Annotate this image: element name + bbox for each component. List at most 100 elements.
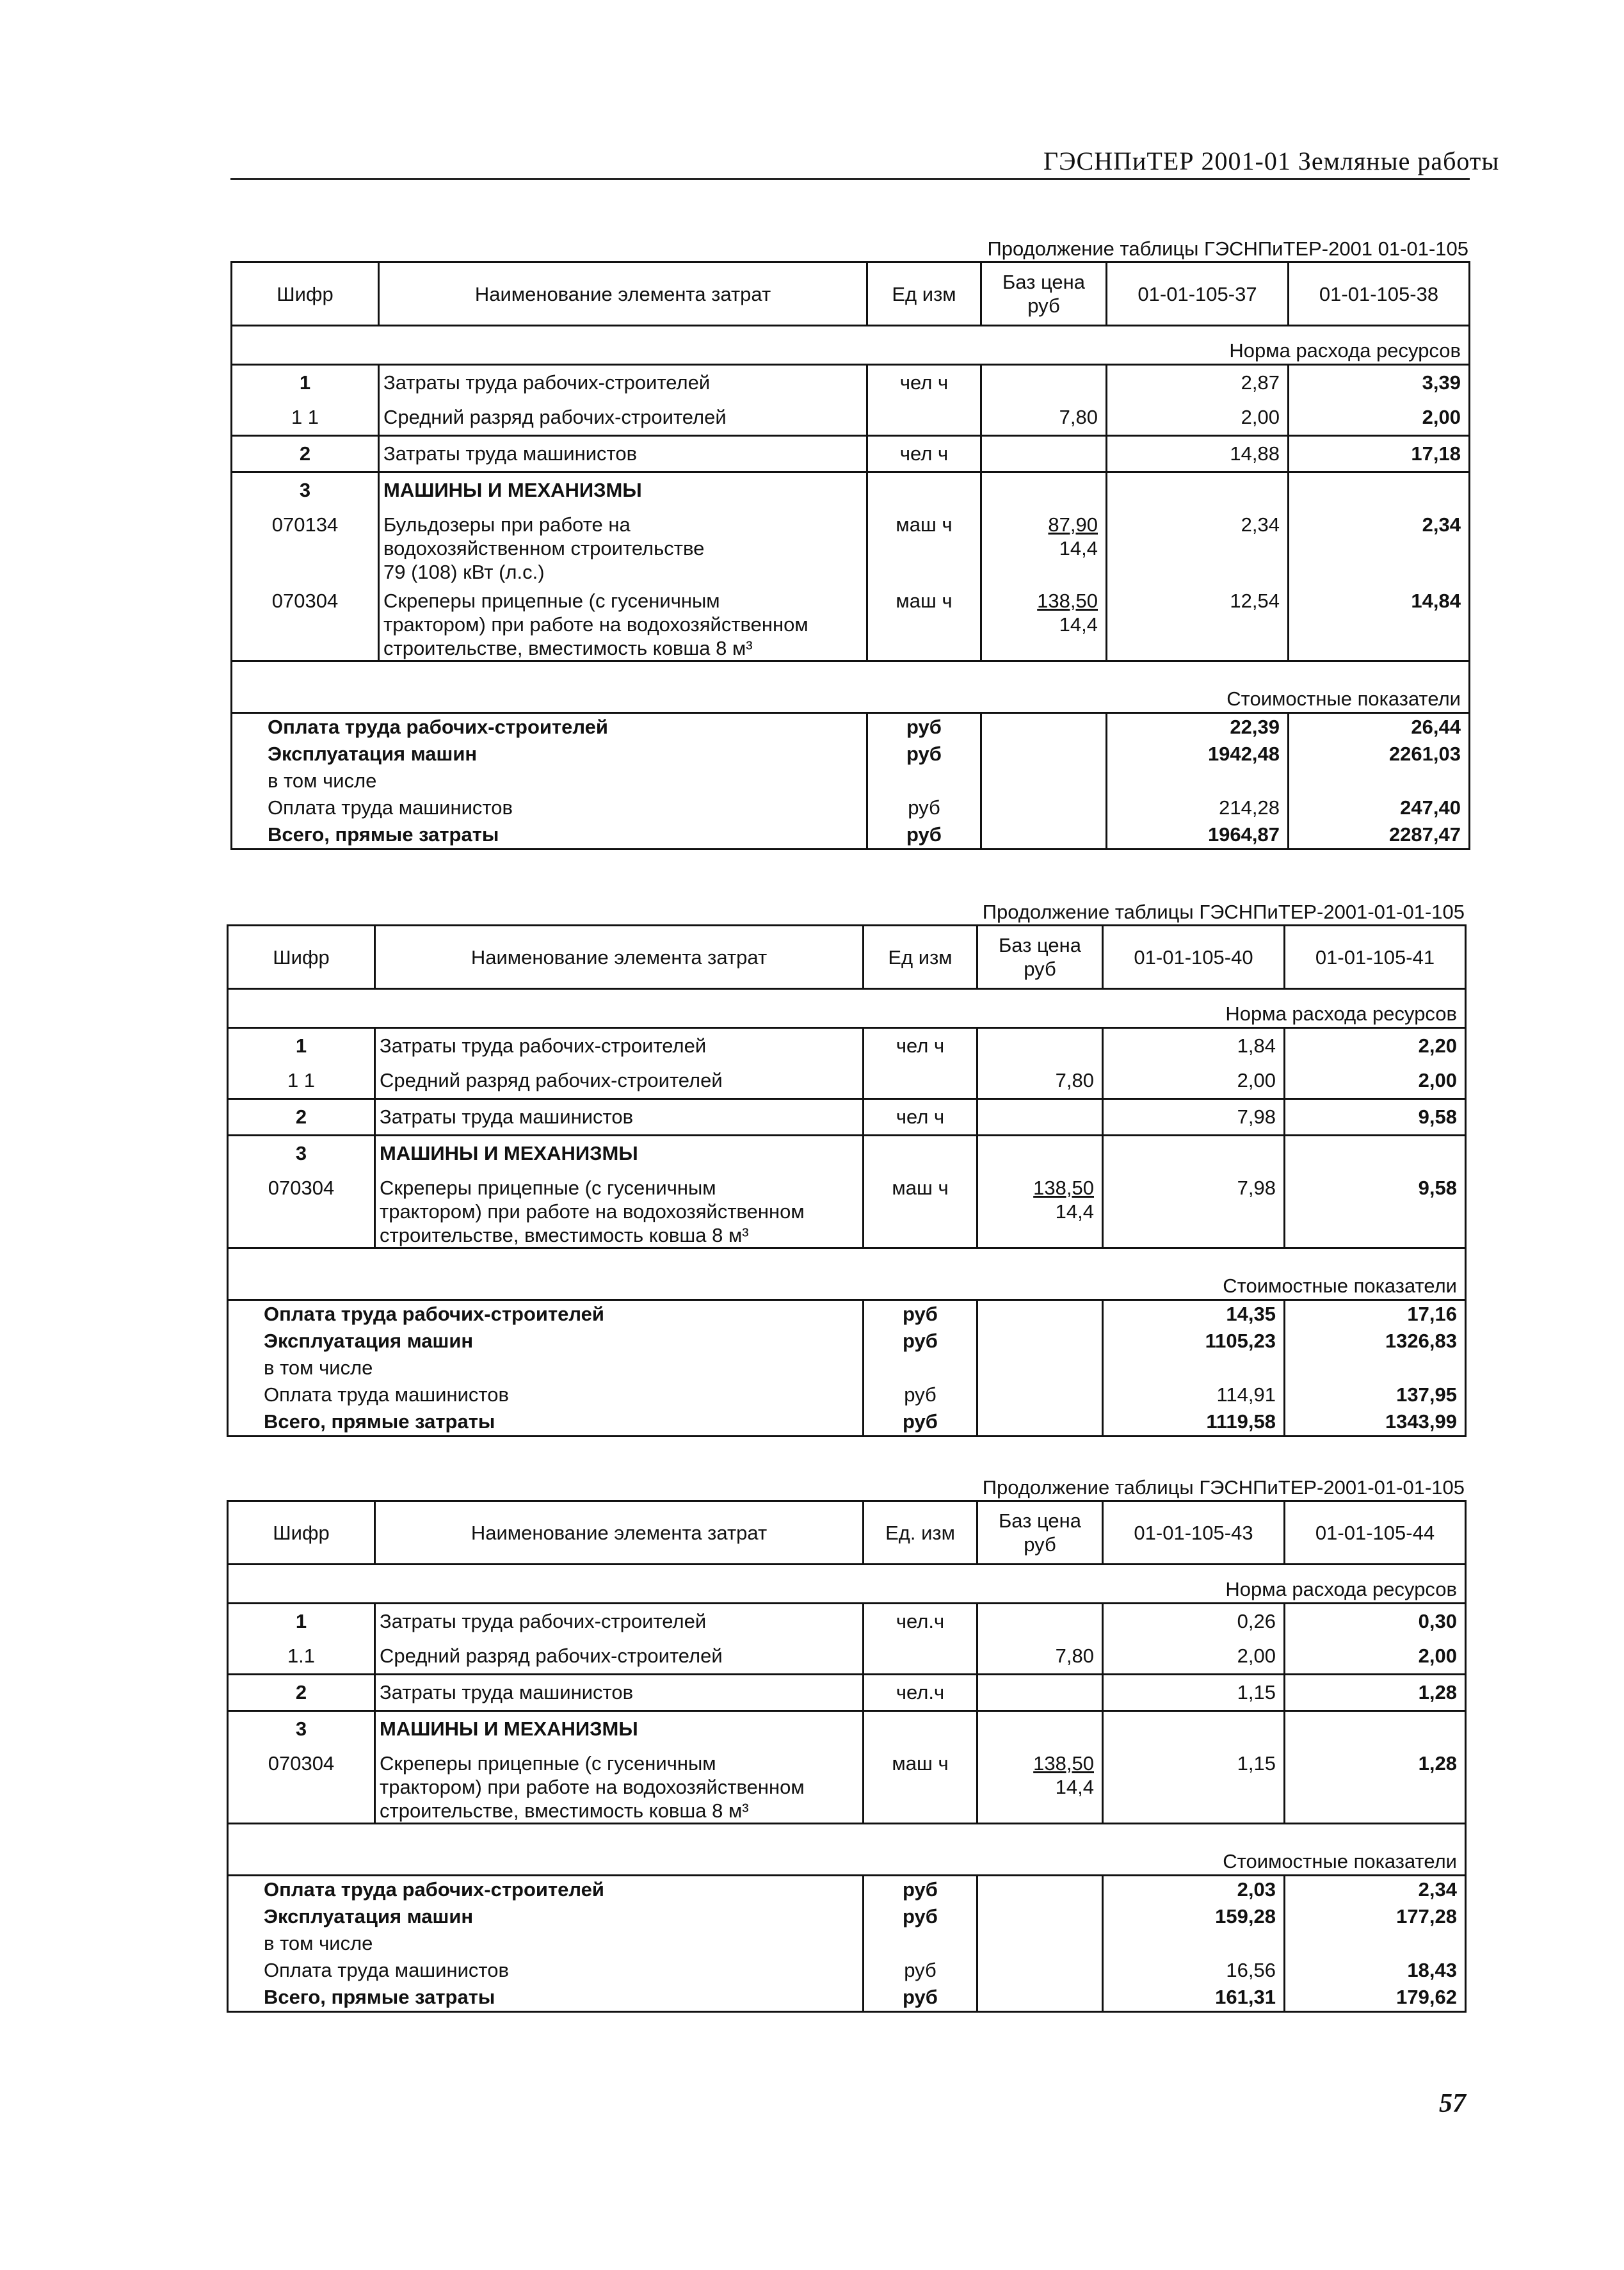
- row-value-2: [1283, 1710, 1467, 1746]
- row-name: МАШИНЫ И МЕХАНИЗМЫ: [374, 1134, 864, 1171]
- cost-value-2: 2261,03: [1287, 741, 1470, 768]
- row-price: 7,80: [1055, 1069, 1094, 1091]
- row-code: 3: [227, 1710, 376, 1746]
- row-value-2: 0,30: [1283, 1603, 1467, 1639]
- rate-table-1: Продолжение таблицы ГЭСНПиТЕР-2001 01-01…: [230, 237, 1470, 850]
- row-code: 1 1: [227, 1063, 376, 1099]
- section-norm-label: Норма расхода ресурсов: [230, 325, 1470, 366]
- row-value-2: [1283, 1134, 1467, 1171]
- resource-row: 1 Затраты труда рабочих-строителей чел ч…: [230, 364, 1470, 400]
- cost-name: Эксплуатация машин: [227, 1328, 864, 1355]
- cost-value-1: 114,91: [1102, 1381, 1285, 1408]
- row-price: 7,80: [1059, 406, 1098, 428]
- row-unit: [866, 471, 982, 508]
- cost-name: Эксплуатация машин: [230, 741, 868, 768]
- cost-value-2: 26,44: [1287, 712, 1470, 741]
- row-value-1: [1102, 1710, 1285, 1746]
- cost-row: Эксплуатация машин руб 1942,48 2261,03: [230, 741, 1470, 768]
- table-header-row: Шифр Наименование элемента затрат Ед изм…: [227, 925, 1467, 990]
- resource-row: 070134 Бульдозеры при работе на водохозя…: [230, 508, 1470, 584]
- header-unit: Ед изм: [866, 262, 982, 326]
- cost-unit: [866, 768, 982, 794]
- cost-row: Всего, прямые затраты руб 1964,87 2287,4…: [230, 821, 1470, 849]
- header-price: Баз цена руб: [980, 262, 1107, 326]
- resource-row: 3 МАШИНЫ И МЕХАНИЗМЫ: [227, 1710, 1467, 1746]
- row-value-1: 1,84: [1102, 1027, 1285, 1063]
- header-unit: Ед изм: [862, 925, 978, 990]
- section-norm-label: Норма расхода ресурсов: [227, 988, 1467, 1029]
- cost-value-2: [1283, 1930, 1467, 1957]
- cost-name: Оплата труда рабочих-строителей: [227, 1300, 864, 1328]
- row-name: Затраты труда машинистов: [374, 1673, 864, 1711]
- cost-name: в том числе: [227, 1355, 864, 1381]
- row-price-secondary: 14,4: [1055, 1776, 1094, 1798]
- resource-row: 1.1 Средний разряд рабочих-строителей 7,…: [227, 1639, 1467, 1675]
- row-name: Скреперы прицепные (с гусеничным трактор…: [374, 1171, 864, 1248]
- section-cost: Стоимостные показатели: [230, 660, 1470, 714]
- row-unit: маш ч: [862, 1171, 978, 1248]
- cost-unit: руб: [866, 821, 982, 849]
- header-code: Шифр: [230, 262, 380, 326]
- row-code: 070134: [230, 508, 380, 584]
- table-caption: Продолжение таблицы ГЭСНПиТЕР-2001 01-01…: [987, 237, 1468, 260]
- cost-unit: руб: [862, 1903, 978, 1930]
- row-code: 1: [227, 1603, 376, 1639]
- row-value-1: [1105, 471, 1289, 508]
- cost-row: Всего, прямые затраты руб 1119,58 1343,9…: [227, 1408, 1467, 1437]
- row-value-1: 1,15: [1102, 1673, 1285, 1711]
- cost-value-1: 161,31: [1102, 1984, 1285, 2012]
- cost-value-2: 177,28: [1283, 1903, 1467, 1930]
- row-value-1: 2,34: [1105, 508, 1289, 584]
- cost-unit: руб: [862, 1875, 978, 1903]
- cost-value-1: 14,35: [1102, 1300, 1285, 1328]
- row-value-2: 1,28: [1283, 1746, 1467, 1824]
- row-unit: чел ч: [862, 1027, 978, 1063]
- cost-name: Всего, прямые затраты: [227, 1408, 864, 1437]
- row-price-secondary: 14,4: [1059, 537, 1098, 559]
- section-cost: Стоимостные показатели: [227, 1823, 1467, 1876]
- row-name: Скреперы прицепные (с гусеничным трактор…: [374, 1746, 864, 1824]
- cost-row: в том числе: [230, 768, 1470, 794]
- row-value-2: 3,39: [1287, 364, 1470, 400]
- row-name: Средний разряд рабочих-строителей: [378, 400, 868, 436]
- section-cost-label: Стоимостные показатели: [230, 660, 1470, 714]
- row-code: 070304: [227, 1746, 376, 1824]
- header-col2: 01-01-105-44: [1283, 1501, 1467, 1565]
- row-unit: чел.ч: [862, 1673, 978, 1711]
- cost-table: Шифр Наименование элемента затрат Ед изм…: [230, 261, 1470, 850]
- cost-row: Оплата труда машинистов руб 214,28 247,4…: [230, 794, 1470, 821]
- row-code: 070304: [227, 1171, 376, 1248]
- header-code: Шифр: [227, 925, 376, 990]
- cost-value-1: 159,28: [1102, 1903, 1285, 1930]
- row-name: Средний разряд рабочих-строителей: [374, 1639, 864, 1675]
- resource-row: 1 Затраты труда рабочих-строителей чел ч…: [227, 1027, 1467, 1063]
- table-header-row: Шифр Наименование элемента затрат Ед. из…: [227, 1501, 1467, 1565]
- row-value-1: 1,15: [1102, 1746, 1285, 1824]
- table-header-row: Шифр Наименование элемента затрат Ед изм…: [230, 262, 1470, 326]
- cost-row: Эксплуатация машин руб 159,28 177,28: [227, 1903, 1467, 1930]
- cost-name: Оплата труда рабочих-строителей: [227, 1875, 864, 1903]
- cost-value-1: [1102, 1930, 1285, 1957]
- header-unit: Ед. изм: [862, 1501, 978, 1565]
- row-unit: маш ч: [866, 584, 982, 661]
- cost-value-2: [1283, 1355, 1467, 1381]
- cost-name: в том числе: [227, 1930, 864, 1957]
- row-name: Бульдозеры при работе на водохозяйственн…: [378, 508, 868, 584]
- row-value-2: 9,58: [1283, 1171, 1467, 1248]
- row-unit: [862, 1710, 978, 1746]
- cost-value-1: [1102, 1355, 1285, 1381]
- row-code: 070304: [230, 584, 380, 661]
- running-head: ГЭСНПиТЕР 2001-01 Земляные работы: [1043, 147, 1500, 175]
- row-price-secondary: 14,4: [1055, 1200, 1094, 1223]
- row-value-2: 17,18: [1287, 435, 1470, 472]
- cost-value-1: 1105,23: [1102, 1328, 1285, 1355]
- row-value-2: 9,58: [1283, 1098, 1467, 1136]
- row-code: 3: [227, 1134, 376, 1171]
- header-price: Баз цена руб: [976, 925, 1104, 990]
- header-rule: [230, 178, 1470, 180]
- row-price-secondary: 14,4: [1059, 613, 1098, 636]
- row-code: 1: [227, 1027, 376, 1063]
- page-number: 57: [1439, 2089, 1466, 2118]
- row-unit: [862, 1134, 978, 1171]
- row-unit: [862, 1063, 978, 1099]
